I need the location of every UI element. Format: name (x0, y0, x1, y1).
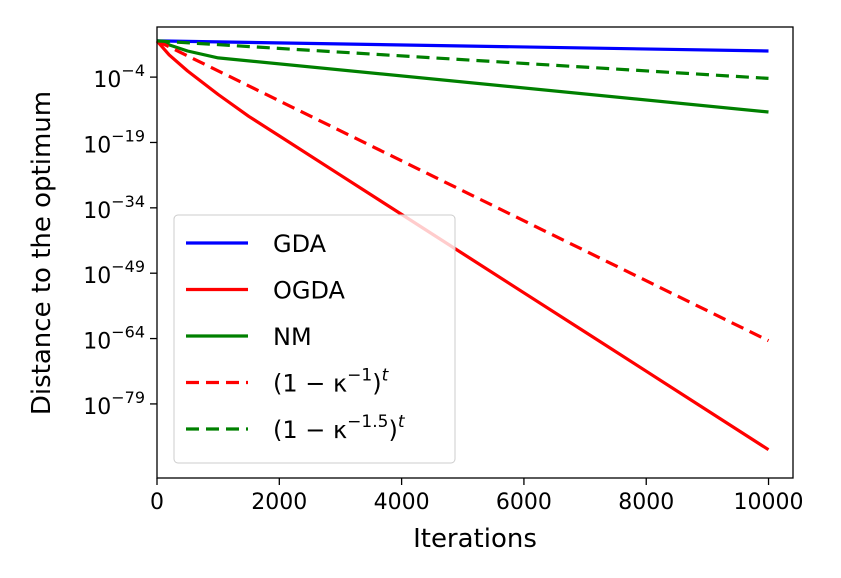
x-tick-label: 6000 (496, 490, 552, 515)
y-tick-label: 10−34 (83, 192, 145, 224)
series-line-kappa-1.5 (156, 39, 769, 80)
x-axis-label: Iterations (413, 524, 537, 554)
series-line-OGDA (155, 39, 770, 452)
y-tick-label: 10−49 (83, 257, 145, 289)
x-tick-label: 10000 (734, 490, 804, 515)
x-tick-label: 8000 (618, 490, 674, 515)
y-tick-label: 10−79 (83, 388, 145, 420)
y-axis-label: Distance to the optimum (27, 91, 57, 415)
x-tick-label: 0 (150, 490, 164, 515)
legend-label-kappa-1.5: (1 − κ−1.5)t (273, 412, 406, 444)
legend-label-NM: NM (273, 323, 312, 351)
series-line-NM (156, 39, 769, 114)
legend-label-OGDA: OGDA (273, 277, 346, 305)
series-line-kappa-1 (156, 39, 770, 343)
y-tick-label: 10−64 (83, 323, 145, 355)
legend-label-GDA: GDA (273, 230, 327, 258)
legend-label-kappa-1: (1 − κ−1)t (273, 366, 390, 398)
y-tick-label: 10−4 (93, 61, 145, 93)
series-layer (155, 39, 770, 452)
series-line-GDA (156, 39, 769, 53)
axes-frame (156, 26, 794, 479)
y-tick-label: 10−19 (83, 126, 145, 158)
ticks-layer: 0 2000 4000 6000 8000 10000 10−4 10−19 10−34 10−4… (83, 61, 803, 515)
legend-box (173, 214, 456, 464)
x-tick-label: 4000 (374, 490, 430, 515)
x-tick-label: 2000 (251, 490, 307, 515)
legend: GDA OGDA NM (1 − κ−1)t (1 − κ−1.5)t (173, 214, 456, 464)
